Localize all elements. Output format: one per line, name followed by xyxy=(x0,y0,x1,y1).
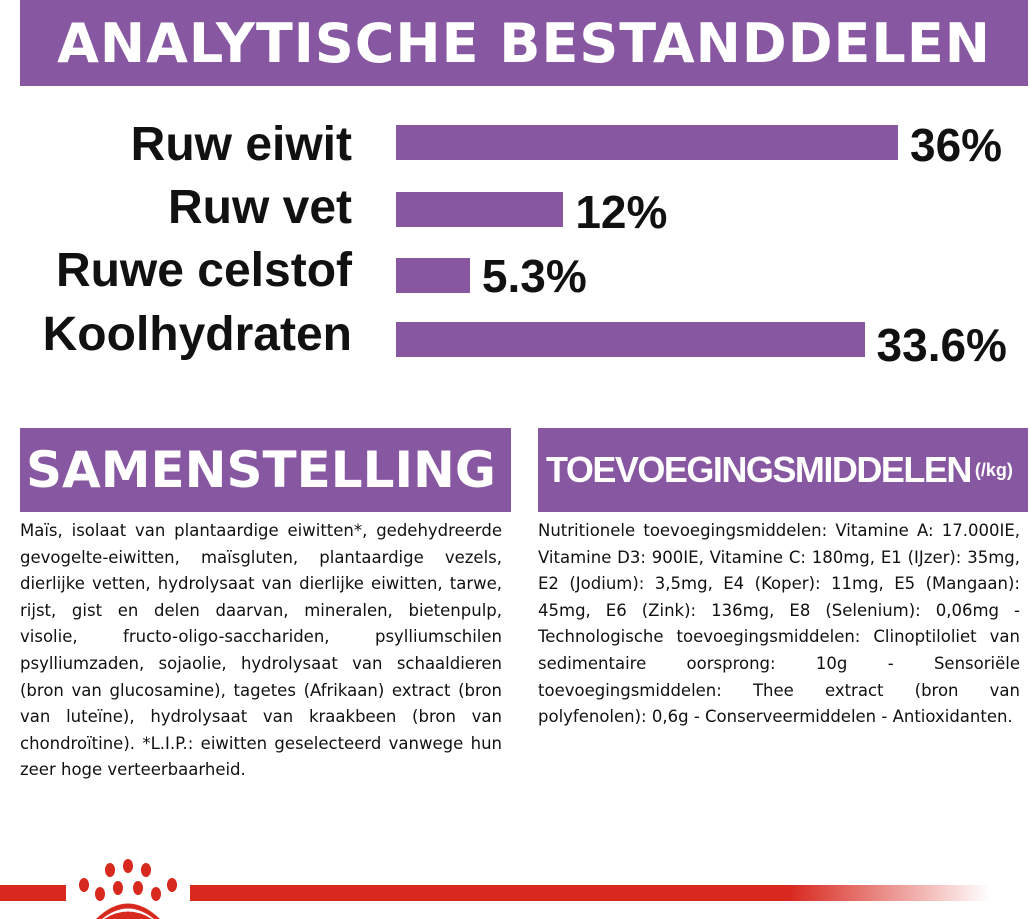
value-ruw-vet: 12% xyxy=(575,186,668,238)
footer-line-right xyxy=(190,885,990,901)
analytical-title: ANALYTISCHE BESTANDDELEN xyxy=(20,0,1028,86)
value-koolhydraten: 33.6% xyxy=(876,319,1007,371)
bar-ruw-vet xyxy=(396,192,564,227)
composition-text: Maïs, isolaat van plantaardige eiwitten*… xyxy=(20,521,502,780)
label-ruw-eiwit: Ruw eiwit xyxy=(130,118,352,171)
bar-ruwe-celstof xyxy=(396,258,470,293)
additives-text: Nutritionele toevoegingsmiddelen: Vitami… xyxy=(538,521,1020,727)
value-ruwe-celstof: 5.3% xyxy=(481,250,587,302)
label-koolhydraten: Koolhydraten xyxy=(42,308,352,361)
bar-ruw-eiwit xyxy=(396,125,898,160)
label-ruw-vet: Ruw vet xyxy=(167,181,352,234)
label-ruwe-celstof: Ruwe celstof xyxy=(55,244,352,297)
composition-title: SAMENSTELLING xyxy=(20,428,511,512)
additives-header: TOEVOEGINGSMIDDELEN (/kg) xyxy=(538,428,1028,512)
royal-canin-crown-paw-icon xyxy=(79,859,177,919)
value-ruw-eiwit: 36% xyxy=(910,119,1003,171)
footer-line-left xyxy=(0,885,66,901)
additives-unit: (/kg) xyxy=(974,459,1013,480)
additives-title: TOEVOEGINGSMIDDELEN xyxy=(546,449,972,490)
bar-koolhydraten xyxy=(396,322,865,357)
